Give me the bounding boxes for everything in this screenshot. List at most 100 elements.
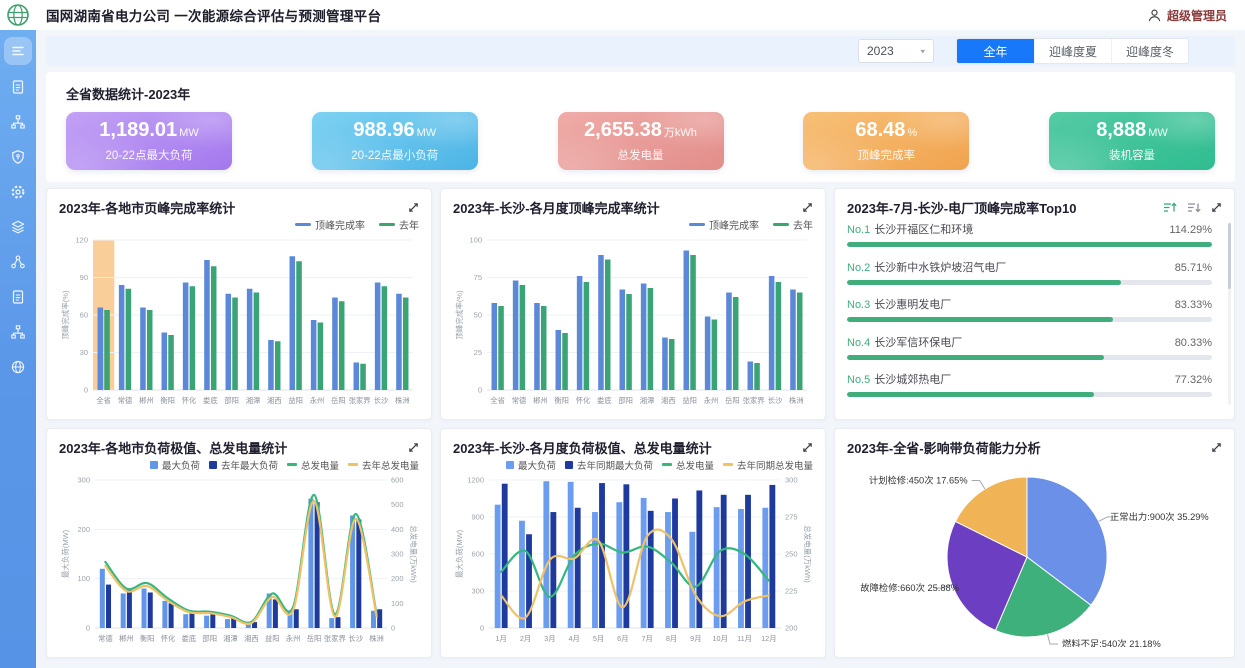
plant-name: 长沙军信环保电厂 (874, 336, 963, 349)
svg-text:永州: 永州 (704, 396, 719, 405)
svg-text:郴州: 郴州 (533, 396, 548, 405)
svg-text:100: 100 (77, 574, 90, 583)
svg-text:0: 0 (480, 624, 484, 633)
progress-track (847, 242, 1212, 247)
progress-track (847, 392, 1212, 397)
tab-全年[interactable]: 全年 (957, 39, 1034, 63)
svg-text:1月: 1月 (495, 634, 506, 643)
legend-label: 总发电量 (675, 460, 714, 472)
legend-item[interactable]: 最大负荷 (505, 458, 556, 472)
expand-icon[interactable] (1211, 442, 1222, 453)
kpi-unit: MW (1148, 127, 1168, 139)
kpi-card: 2,655.38 万kWh 总发电量 (557, 112, 724, 170)
legend-label: 去年同期最大负荷 (576, 460, 653, 472)
sidebar-item-globe[interactable] (1, 349, 36, 384)
legend-swatch (661, 463, 672, 466)
legend-swatch (722, 463, 733, 466)
panel-title: 2023年-全省-影响带负荷能力分析 (847, 440, 1041, 456)
expand-icon[interactable] (802, 442, 813, 453)
expand-icon[interactable] (408, 442, 419, 453)
svg-text:岳阳: 岳阳 (307, 634, 322, 643)
expand-icon[interactable] (802, 202, 813, 213)
top10-row[interactable]: No.5 长沙城郊热电厂 77.32% (847, 373, 1212, 397)
stats-panel: 全省数据统计-2023年 1,189.01 MW 20-22点最大负荷 988.96 M… (46, 72, 1235, 182)
year-select[interactable]: 2023 ▾ (858, 39, 934, 63)
top10-row[interactable]: No.1 长沙开福区仁和环境 114.29% (847, 223, 1212, 247)
kpi-label: 装机容量 (1109, 150, 1155, 162)
svg-text:400: 400 (391, 525, 404, 534)
sort-ascending-icon[interactable] (1163, 201, 1177, 214)
rank-label: No.5 (847, 374, 871, 386)
legend-item[interactable]: 最大负荷 (149, 458, 200, 472)
user-icon (1148, 9, 1161, 21)
svg-text:225: 225 (785, 587, 798, 596)
legend-item[interactable]: 顶峰完成率 (689, 217, 759, 232)
legend-item[interactable]: 总发电量 (661, 458, 714, 472)
legend-item[interactable]: 去年 (773, 217, 813, 232)
panel-title: 2023年-7月-长沙-电厂顶峰完成率Top10 (847, 200, 1077, 216)
svg-text:9月: 9月 (690, 634, 701, 643)
expand-icon[interactable] (1211, 202, 1222, 213)
svg-text:邵阳: 邵阳 (224, 396, 239, 405)
rank-label: No.3 (847, 299, 871, 311)
kpi-card: 1,189.01 MW 20-22点最大负荷 (66, 112, 232, 170)
sidebar-item-document[interactable] (1, 69, 36, 104)
top10-row[interactable]: No.2 长沙新中水铁炉坡沼气电厂 85.71% (847, 261, 1212, 285)
rank-label: No.2 (847, 261, 871, 274)
svg-text:8月: 8月 (666, 634, 677, 643)
legend-item[interactable]: 总发电量 (286, 458, 339, 472)
legend-item[interactable]: 去年总发电量 (347, 458, 419, 472)
kpi-card: 988.96 MW 20-22点最小负荷 (311, 112, 478, 170)
scrollbar-thumb[interactable] (1228, 223, 1231, 289)
tab-迎峰度冬[interactable]: 迎峰度冬 (1111, 39, 1188, 63)
svg-text:0: 0 (478, 386, 482, 395)
legend-swatch (149, 460, 158, 469)
svg-text:衡阳: 衡阳 (140, 634, 155, 643)
app-title: 国网湖南省电力公司 一次能源综合评估与预测管理平台 (46, 9, 382, 24)
bar-chart-city-peak[interactable]: 0 30 60 90 120 全省 常德 郴州 衡阳 怀化 娄底 邵阳 湘潭 湘西 益阳 永州 岳阳 张家界 长沙株… (59, 232, 419, 408)
combo-chart-monthly-load[interactable]: 0 300 600 900 1200 200 225 250 275 300 1月 2月 3月 4月 5月 6… (453, 472, 813, 646)
plant-name: 长沙开福区仁和环境 (874, 224, 974, 236)
legend-swatch (286, 463, 297, 466)
sidebar-item-layers[interactable] (1, 209, 36, 244)
sidebar-item-shield[interactable] (1, 139, 36, 174)
legend-item[interactable]: 去年最大负荷 (208, 458, 278, 472)
svg-text:怀化: 怀化 (161, 634, 176, 643)
scrollbar[interactable] (1228, 223, 1231, 405)
legend-item[interactable]: 去年同期最大负荷 (564, 458, 653, 472)
sidebar-item-gear[interactable] (1, 174, 36, 209)
panel-city-peak-rate: 2023年-各地市页峰完成率统计 顶峰完成率 去年 0 30 60 90 120 全省 常德郴… (46, 188, 432, 420)
user-menu[interactable]: 超级管理员 (1147, 7, 1227, 24)
legend-item[interactable]: 去年 (379, 217, 419, 232)
sidebar-item-document[interactable] (1, 279, 36, 314)
top10-list: No.1 长沙开福区仁和环境 114.29% No.2 长沙新中水铁炉坡沼气电厂 85.7… (847, 223, 1222, 397)
top10-row[interactable]: No.4 长沙军信环保电厂 80.33% (847, 336, 1212, 360)
legend-label: 去年 (399, 221, 419, 232)
svg-text:5月: 5月 (593, 634, 604, 643)
expand-icon[interactable] (408, 202, 419, 213)
kpi-unit: MW (179, 127, 199, 139)
svg-text:300: 300 (77, 476, 90, 485)
sidebar-item-org-chart[interactable] (1, 104, 36, 139)
svg-text:湘潭: 湘潭 (640, 396, 655, 405)
sidebar-item-org-chart[interactable] (1, 314, 36, 349)
bar-chart-monthly-peak[interactable]: 0 25 50 75 100 全省 常德 郴州 衡阳 怀化 娄底 邵阳 湘潭 湘西 益阳 永州 岳阳 张家界 长沙株… (453, 232, 813, 408)
tab-迎峰度夏[interactable]: 迎峰度夏 (1034, 39, 1111, 63)
svg-text:0: 0 (391, 624, 395, 633)
svg-text:邵阳: 邵阳 (618, 396, 633, 405)
svg-text:75: 75 (474, 273, 482, 282)
pie-chart-capacity[interactable]: 正常出力:900次 35.29% 燃料不足:540次 21.18% 故障检修:660… (847, 457, 1222, 647)
completion-value: 83.33% (1174, 299, 1212, 311)
kpi-unit: % (907, 127, 918, 139)
top10-row[interactable]: No.3 长沙惠明发电厂 83.33% (847, 298, 1212, 322)
sidebar-item-share-nodes[interactable] (1, 244, 36, 279)
combo-chart-city-load[interactable]: 0 100 200 300 0 100 200 300 400 500 600 常德 郴州 衡阳 怀化 娄底邵… (59, 472, 419, 646)
sidebar-item-menu[interactable] (4, 37, 32, 65)
legend-item[interactable]: 顶峰完成率 (295, 217, 365, 232)
legend-item[interactable]: 去年同期总发电量 (722, 458, 813, 472)
sort-descending-icon[interactable] (1187, 201, 1201, 214)
svg-text:株洲: 株洲 (395, 396, 410, 405)
legend-label: 总发电量 (300, 460, 339, 472)
stats-title: 全省数据统计-2023年 (66, 87, 191, 102)
